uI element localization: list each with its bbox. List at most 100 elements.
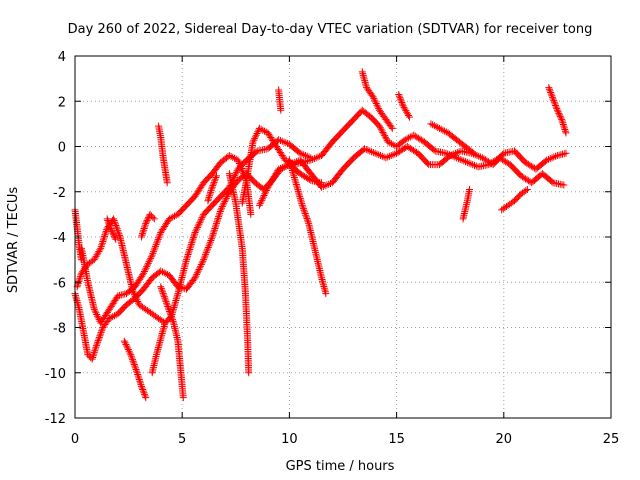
- data-point: [103, 215, 111, 223]
- data-point: [152, 241, 160, 249]
- data-point: [432, 123, 440, 131]
- data-point: [373, 101, 381, 109]
- data-point: [301, 210, 309, 218]
- data-point: [499, 151, 507, 159]
- data-point: [238, 165, 246, 173]
- data-point: [453, 154, 461, 162]
- data-point: [374, 103, 382, 111]
- data-point: [544, 155, 552, 163]
- data-point: [441, 127, 449, 135]
- series-track-g: [225, 170, 253, 377]
- data-point: [307, 156, 315, 164]
- data-point: [166, 309, 174, 317]
- data-point: [197, 217, 205, 225]
- data-point: [131, 362, 139, 370]
- data-point: [204, 245, 212, 253]
- data-point: [384, 138, 392, 146]
- data-point: [122, 340, 130, 348]
- data-point: [255, 201, 263, 209]
- data-point: [141, 266, 149, 274]
- data-point: [312, 154, 320, 162]
- data-point: [302, 213, 310, 221]
- data-point: [161, 319, 169, 327]
- data-point: [459, 215, 467, 223]
- data-point: [202, 249, 210, 257]
- data-point: [189, 235, 197, 243]
- data-point: [260, 191, 268, 199]
- data-point: [380, 130, 388, 138]
- data-point: [185, 247, 193, 255]
- data-point: [92, 309, 100, 317]
- data-point: [213, 218, 221, 226]
- data-point: [522, 187, 530, 195]
- data-point: [268, 177, 276, 185]
- data-point: [210, 226, 218, 234]
- series-track-u: [204, 172, 221, 205]
- data-point: [378, 152, 386, 160]
- data-point: [265, 182, 273, 190]
- data-point: [76, 273, 84, 281]
- data-point: [202, 250, 210, 258]
- data-point: [144, 215, 152, 223]
- data-point: [211, 177, 219, 185]
- data-point: [275, 165, 283, 173]
- data-point: [552, 103, 560, 111]
- data-point: [215, 211, 223, 219]
- data-point: [207, 236, 215, 244]
- data-point: [245, 369, 253, 377]
- data-point: [95, 333, 103, 341]
- data-point: [146, 256, 154, 264]
- data-point: [125, 347, 133, 355]
- data-point: [382, 154, 390, 162]
- data-point: [559, 119, 567, 127]
- data-point: [191, 228, 199, 236]
- data-point: [91, 347, 99, 355]
- series-track-j: [148, 319, 169, 377]
- data-point: [470, 161, 478, 169]
- data-point: [160, 269, 168, 277]
- data-point: [257, 198, 265, 206]
- data-point: [133, 369, 141, 377]
- data-point: [109, 313, 117, 321]
- data-point: [147, 253, 155, 261]
- data-point: [406, 133, 414, 141]
- data-point: [401, 136, 409, 144]
- data-point: [221, 198, 229, 206]
- data-point: [183, 254, 191, 262]
- data-point: [126, 349, 134, 357]
- data-point: [131, 292, 139, 300]
- data-point: [362, 146, 370, 154]
- data-point: [102, 227, 110, 235]
- data-point: [387, 140, 395, 148]
- data-point: [551, 100, 559, 108]
- data-point: [211, 223, 219, 231]
- data-point: [120, 337, 128, 345]
- series-track-f: [285, 156, 330, 298]
- data-point: [282, 139, 290, 147]
- data-point: [135, 376, 143, 384]
- data-point: [106, 223, 114, 231]
- data-point: [301, 208, 309, 216]
- data-point: [106, 221, 114, 229]
- data-point: [197, 215, 205, 223]
- data-point: [153, 239, 161, 247]
- data-point: [269, 174, 277, 182]
- data-point: [94, 314, 102, 322]
- data-point: [95, 335, 103, 343]
- data-point: [251, 133, 259, 141]
- data-point: [523, 185, 531, 193]
- data-point: [140, 389, 148, 397]
- data-point: [429, 121, 437, 129]
- data-point: [158, 286, 166, 294]
- data-point: [263, 185, 271, 193]
- data-point: [191, 274, 199, 282]
- data-point: [276, 136, 284, 144]
- data-point: [114, 226, 122, 234]
- data-point: [92, 343, 100, 351]
- data-point: [371, 98, 379, 106]
- data-point: [163, 301, 171, 309]
- data-point: [213, 172, 221, 180]
- data-point: [434, 123, 442, 131]
- data-point: [97, 244, 105, 252]
